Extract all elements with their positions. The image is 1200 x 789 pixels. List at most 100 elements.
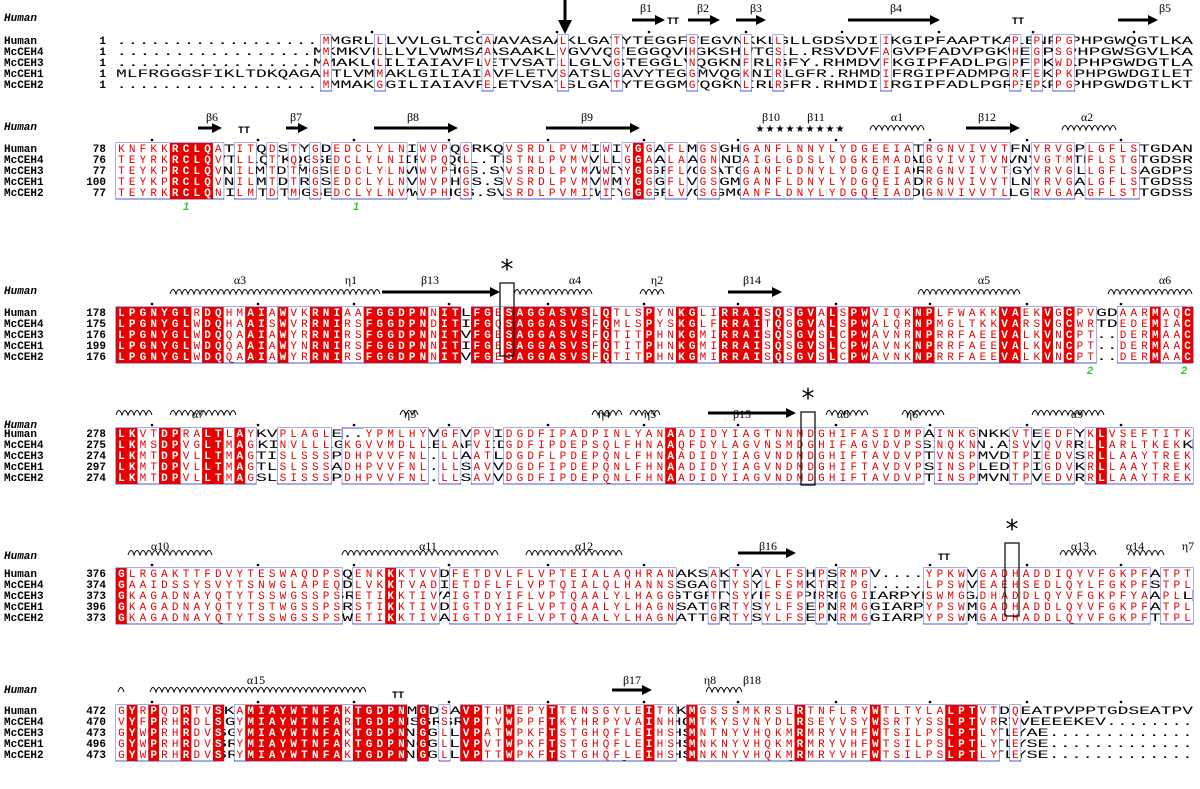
residue-cell bbox=[482, 318, 493, 329]
residue-cell bbox=[288, 187, 300, 198]
ruler-dot bbox=[834, 700, 838, 704]
residue: L bbox=[829, 166, 836, 178]
residue: M bbox=[581, 166, 588, 178]
residue-cell bbox=[934, 143, 946, 154]
residue-cell bbox=[1009, 340, 1021, 351]
residue-cell bbox=[169, 318, 181, 329]
residue-cell bbox=[783, 165, 795, 176]
residue-cell bbox=[202, 318, 213, 329]
residue-cell bbox=[557, 187, 569, 198]
residue: W bbox=[193, 352, 200, 364]
turn-label: TT bbox=[1012, 17, 1024, 28]
residue: R bbox=[1141, 341, 1148, 353]
residue-cell bbox=[923, 143, 935, 154]
residue: Y bbox=[1034, 177, 1041, 189]
residue-cell bbox=[1009, 318, 1021, 329]
residue: Y bbox=[829, 750, 836, 762]
reference-label: Human bbox=[4, 685, 37, 697]
strict-turn-star: ★ bbox=[826, 124, 835, 135]
residue: Y bbox=[377, 166, 384, 178]
residue: A bbox=[1023, 613, 1030, 625]
residue: N bbox=[667, 352, 674, 364]
residue: P bbox=[926, 319, 933, 331]
residue-cell bbox=[751, 165, 763, 176]
residue-cell bbox=[579, 176, 590, 187]
residue-cell bbox=[600, 318, 612, 329]
residue-cell bbox=[902, 318, 913, 329]
residue-cell bbox=[945, 340, 957, 351]
residue: T bbox=[226, 613, 233, 625]
residue: G bbox=[850, 188, 857, 200]
residue-cell bbox=[352, 329, 364, 340]
residue: R bbox=[344, 319, 351, 331]
residue: F bbox=[323, 750, 330, 762]
residue: I bbox=[710, 352, 717, 364]
residue: V bbox=[581, 155, 588, 167]
residue-cell bbox=[514, 143, 526, 154]
residue-cell bbox=[1139, 340, 1150, 351]
residue: R bbox=[312, 352, 319, 364]
residue-cell bbox=[1052, 307, 1064, 318]
residue-cell bbox=[772, 68, 784, 79]
residue: S bbox=[506, 308, 513, 320]
residue-cell bbox=[331, 329, 343, 340]
residue: G bbox=[797, 330, 804, 342]
residue: E bbox=[1130, 330, 1137, 342]
residue-cell bbox=[837, 340, 849, 351]
residue: M bbox=[570, 188, 577, 200]
residue-cell bbox=[320, 340, 332, 351]
ruler-dot bbox=[1119, 302, 1123, 306]
residue-cell bbox=[557, 143, 569, 154]
residue-cell bbox=[223, 307, 235, 318]
residue-cell bbox=[912, 307, 924, 318]
residue: T bbox=[1130, 188, 1137, 200]
residue-cell bbox=[891, 165, 903, 176]
residue: L bbox=[818, 155, 825, 167]
residue: R bbox=[312, 341, 319, 353]
residue: V bbox=[807, 330, 814, 342]
residue: T bbox=[247, 613, 254, 625]
residue-cell bbox=[686, 79, 698, 90]
residue-cell bbox=[579, 318, 590, 329]
residue: E bbox=[333, 144, 340, 156]
residue: L bbox=[118, 319, 125, 331]
secondary-structure-label: α2 bbox=[1081, 110, 1093, 124]
residue: K bbox=[1034, 352, 1041, 364]
residue: L bbox=[1023, 330, 1030, 342]
residue-cell bbox=[137, 329, 149, 340]
secondary-structure-label: α4 bbox=[569, 273, 581, 287]
residue: V bbox=[420, 155, 427, 167]
residue: I bbox=[883, 69, 890, 81]
residue: S bbox=[1130, 166, 1137, 178]
residue: R bbox=[312, 319, 319, 331]
residue: G bbox=[818, 473, 825, 485]
residue: L bbox=[118, 473, 125, 485]
residue-cell bbox=[309, 165, 321, 176]
residue: E bbox=[495, 341, 502, 353]
residue-cell bbox=[1128, 187, 1140, 198]
residue: E bbox=[1120, 319, 1127, 331]
residue: V bbox=[990, 155, 997, 167]
secondary-structure-label: α15 bbox=[247, 673, 265, 687]
residue: P bbox=[560, 473, 567, 485]
residue-cell bbox=[600, 329, 612, 340]
residue: A bbox=[1012, 341, 1019, 353]
residue: G bbox=[527, 341, 534, 353]
residue-cell bbox=[320, 57, 332, 68]
residue-cell bbox=[1074, 329, 1086, 340]
residue-cell bbox=[1063, 340, 1075, 351]
residue: P bbox=[366, 473, 373, 485]
residue-cell bbox=[1117, 340, 1129, 351]
residue: L bbox=[678, 144, 685, 156]
ruler-dot bbox=[476, 30, 480, 34]
residue-cell bbox=[740, 154, 752, 165]
residue-cell bbox=[180, 329, 192, 340]
residue: P bbox=[1174, 613, 1181, 625]
residue-cell bbox=[256, 318, 267, 329]
residue: D bbox=[538, 144, 545, 156]
residue: N bbox=[915, 341, 922, 353]
residue: W bbox=[140, 750, 147, 762]
residue-cell bbox=[374, 307, 386, 318]
residue-cell bbox=[126, 165, 138, 176]
beta-strand-arrowhead bbox=[448, 123, 458, 133]
